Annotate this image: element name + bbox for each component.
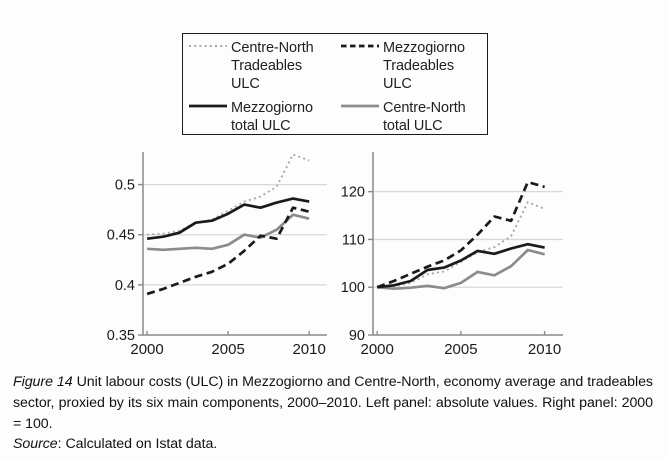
series-line-centre-north-tradeables-ulc (147, 153, 310, 236)
y-tick-label: 0.45 (107, 228, 135, 244)
legend-label-line: ULC (383, 76, 412, 92)
y-tick-label: 120 (341, 185, 365, 201)
figure-label: Figure 14 (13, 374, 73, 390)
legend-label-line: Tradeables (383, 58, 455, 74)
legend-label-line: total ULC (231, 118, 291, 134)
series-line-centre-north-total-ulc (377, 248, 545, 291)
dashed-line-swatch-icon (341, 44, 379, 48)
source-label: Source (13, 436, 58, 453)
series-line-mezzogiorno-tradeables-ulc (146, 206, 310, 296)
source-text: : Calculated on Istat data. (57, 436, 218, 453)
legend-label-line: Mezzogiorno (383, 40, 465, 56)
legend-item-centre-north-tradeables: Centre-North Tradeables ULC (188, 39, 340, 93)
solid-black-line-swatch-icon (189, 104, 227, 108)
series-line-centre-north-total-ulc (147, 213, 310, 252)
y-tick-label: 100 (341, 280, 365, 296)
legend-label: Centre-North total ULC (383, 99, 466, 135)
legend-item-mezzogiorno-tradeables: Mezzogiorno Tradeables ULC (340, 39, 487, 93)
caption-paragraph: Figure 14 Unit labour costs (ULC) in Mez… (13, 372, 653, 434)
legend-label: Mezzogiorno total ULC (231, 99, 313, 135)
chart-panel-right: 90 100 110 120 2000 2005 2010 (341, 152, 563, 358)
x-tick-label: 2010 (528, 341, 561, 358)
legend-label-line: total ULC (383, 118, 443, 134)
legend-label-line: ULC (231, 76, 260, 92)
source-line: Source: Calculated on Istat data. (13, 434, 653, 455)
series-line-mezzogiorno-total-ulc (146, 197, 310, 241)
caption-text: Unit labour costs (ULC) in Mezzogiorno a… (13, 374, 653, 432)
legend-label: Centre-North Tradeables ULC (231, 39, 314, 93)
legend-item-mezzogiorno-total: Mezzogiorno total ULC (188, 99, 340, 135)
chart-svg: 0.35 0.4 0.45 0.5 2000 2005 2010 90 100 110 120 20… (107, 152, 563, 358)
y-tick-label: 0.4 (115, 278, 135, 294)
series-line-centre-north-tradeables-ulc (377, 201, 545, 289)
y-tick-label: 110 (342, 232, 365, 248)
x-tick-label: 2005 (444, 341, 477, 358)
legend: Centre-North Tradeables ULC Mezzogiorno … (182, 33, 488, 135)
dotted-line-swatch-icon (189, 45, 227, 47)
solid-gray-line-swatch-icon (341, 104, 379, 108)
legend-label-line: Tradeables (231, 58, 303, 74)
y-tick-label: 0.35 (107, 328, 135, 344)
series-line-mezzogiorno-tradeables-ulc (376, 180, 545, 289)
legend-label-line: Centre-North (383, 100, 466, 116)
x-tick-label: 2005 (211, 341, 244, 358)
y-tick-label: 90 (349, 328, 365, 344)
legend-label-line: Centre-North (231, 40, 314, 56)
legend-label: Mezzogiorno Tradeables ULC (383, 39, 465, 93)
x-tick-label: 2010 (292, 341, 325, 358)
figure-caption: Figure 14 Unit labour costs (ULC) in Mez… (13, 372, 653, 455)
legend-item-centre-north-total: Centre-North total ULC (340, 99, 487, 135)
series-line-mezzogiorno-total-ulc (377, 242, 545, 289)
y-tick-label: 0.5 (115, 178, 135, 194)
legend-label-line: Mezzogiorno (231, 100, 313, 116)
x-tick-label: 2000 (130, 341, 163, 358)
chart-panel-left: 0.35 0.4 0.45 0.5 2000 2005 2010 (107, 152, 327, 358)
x-tick-label: 2000 (360, 341, 393, 358)
